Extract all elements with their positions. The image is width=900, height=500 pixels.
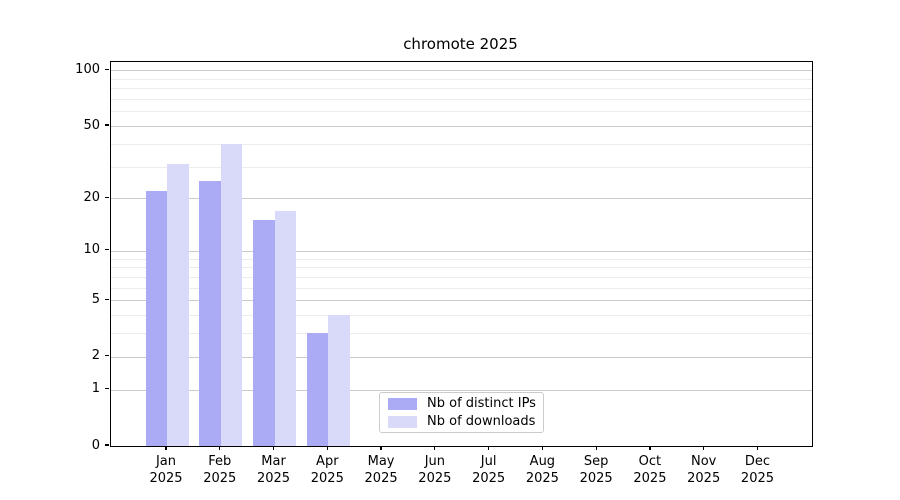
bar-distinct-ips [306,333,329,446]
x-axis-tick [380,446,382,450]
y-tick-label: 2 [91,348,100,364]
legend-item-distinct-ips: Nb of distinct IPs [388,396,536,411]
gridline-minor [111,99,812,101]
bar-downloads [328,315,350,446]
gridline-major [111,389,812,391]
gridline-minor [111,267,812,269]
y-axis-tick [105,354,109,357]
legend-label-downloads: Nb of downloads [427,414,536,429]
y-tick-label: 10 [83,242,100,258]
y-axis-tick [105,196,109,198]
y-tick-label: 0 [91,437,100,453]
x-tick-label: Oct 2025 [633,454,667,486]
legend-swatch-downloads [388,415,417,428]
x-axis-tick [219,446,221,450]
x-axis-tick [165,446,167,450]
gridline-minor [111,333,812,335]
bar-downloads [220,143,243,446]
y-tick-label: 20 [83,189,100,205]
y-tick-label: 100 [75,61,100,77]
bar-downloads [167,163,189,446]
x-tick-label: Aug 2025 [525,454,559,486]
x-axis-tick [703,446,705,450]
y-axis-tick [105,249,109,251]
gridline-minor [111,166,812,168]
x-tick-label: Dec 2025 [740,454,775,486]
y-axis-tick [105,387,109,390]
plot-area [110,61,813,447]
x-axis-tick [272,446,275,450]
gridline-major [111,356,812,358]
bar-distinct-ips [253,220,275,446]
legend-item-downloads: Nb of downloads [388,414,535,429]
legend-swatch-distinct-ips [388,397,417,410]
y-axis-tick [105,298,109,300]
gridline-major [111,250,812,252]
y-axis-tick [105,68,109,70]
gridline-major [111,70,812,72]
legend: Nb of distinct IPs Nb of downloads [379,392,544,433]
gridline-minor [111,143,812,145]
gridline-minor [111,258,812,260]
gridline-minor [111,276,812,278]
y-tick-label: 50 [83,117,100,133]
x-axis-tick [488,446,490,450]
x-tick-label: Jun 2025 [418,454,452,486]
gridline-minor [111,287,812,289]
y-axis-tick [105,444,109,446]
x-tick-label: Sep 2025 [579,454,613,486]
x-axis-tick [649,446,651,450]
x-axis-tick [541,446,543,450]
gridline-minor [111,78,812,80]
x-tick-label: Jul 2025 [472,454,506,486]
x-tick-label: Apr 2025 [310,454,344,486]
x-tick-label: May 2025 [364,454,398,486]
x-axis-tick [326,446,328,450]
gridline-minor [111,315,812,316]
legend-label-distinct-ips: Nb of distinct IPs [427,396,536,411]
bar-distinct-ips [145,190,167,446]
x-tick-label: Feb 2025 [203,454,237,486]
bar-distinct-ips [199,180,221,446]
gridline-minor [111,88,812,90]
x-axis-tick [756,446,759,450]
x-axis-tick [434,446,436,450]
chart-title: chromote 2025 [403,35,518,53]
gridline-minor [111,111,812,113]
x-tick-label: Jan 2025 [149,454,183,486]
gridline-major [111,198,812,200]
bar-downloads [274,210,297,446]
y-axis-tick [105,124,109,126]
y-tick-label: 1 [91,381,100,397]
x-tick-label: Mar 2025 [256,454,291,486]
x-tick-label: Nov 2025 [687,454,721,486]
gridline-major [111,126,812,127]
x-axis-tick [595,446,597,450]
gridline-major [111,300,812,302]
y-tick-label: 5 [91,291,100,307]
